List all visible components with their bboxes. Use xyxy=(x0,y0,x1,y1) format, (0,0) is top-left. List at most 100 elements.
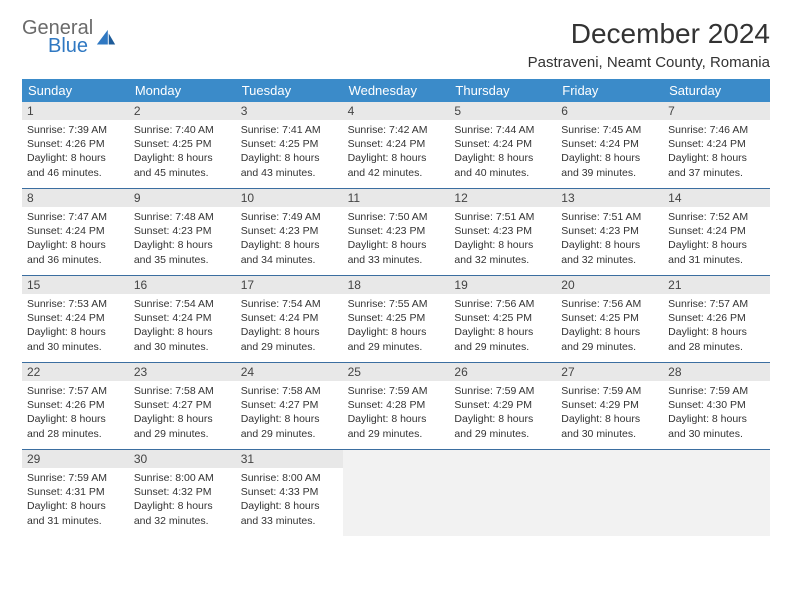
dayhead-thu: Thursday xyxy=(449,79,556,102)
day-info: Sunrise: 7:44 AMSunset: 4:24 PMDaylight:… xyxy=(449,120,556,186)
day-number: 19 xyxy=(449,276,556,294)
brand-line2: Blue xyxy=(22,36,93,56)
day-number: 17 xyxy=(236,276,343,294)
day-info: Sunrise: 7:48 AMSunset: 4:23 PMDaylight:… xyxy=(129,207,236,273)
week-row: 22Sunrise: 7:57 AMSunset: 4:26 PMDayligh… xyxy=(22,363,770,450)
day-number: 1 xyxy=(22,102,129,120)
day-cell: 7Sunrise: 7:46 AMSunset: 4:24 PMDaylight… xyxy=(663,102,770,188)
day-info: Sunrise: 7:58 AMSunset: 4:27 PMDaylight:… xyxy=(129,381,236,447)
day-cell: 24Sunrise: 7:58 AMSunset: 4:27 PMDayligh… xyxy=(236,363,343,449)
day-info: Sunrise: 7:39 AMSunset: 4:26 PMDaylight:… xyxy=(22,120,129,186)
calendar-grid: Sunday Monday Tuesday Wednesday Thursday… xyxy=(22,79,770,536)
weekday-header: Sunday Monday Tuesday Wednesday Thursday… xyxy=(22,79,770,102)
day-cell: 21Sunrise: 7:57 AMSunset: 4:26 PMDayligh… xyxy=(663,276,770,362)
week-row: 8Sunrise: 7:47 AMSunset: 4:24 PMDaylight… xyxy=(22,189,770,276)
day-info: Sunrise: 7:52 AMSunset: 4:24 PMDaylight:… xyxy=(663,207,770,273)
brand-logo: General Blue xyxy=(22,18,117,56)
day-number: 18 xyxy=(343,276,450,294)
day-cell: 26Sunrise: 7:59 AMSunset: 4:29 PMDayligh… xyxy=(449,363,556,449)
day-cell: 2Sunrise: 7:40 AMSunset: 4:25 PMDaylight… xyxy=(129,102,236,188)
day-cell: 9Sunrise: 7:48 AMSunset: 4:23 PMDaylight… xyxy=(129,189,236,275)
location-text: Pastraveni, Neamt County, Romania xyxy=(528,54,770,71)
week-row: 15Sunrise: 7:53 AMSunset: 4:24 PMDayligh… xyxy=(22,276,770,363)
day-number: 11 xyxy=(343,189,450,207)
day-info: Sunrise: 7:56 AMSunset: 4:25 PMDaylight:… xyxy=(449,294,556,360)
dayhead-sat: Saturday xyxy=(663,79,770,102)
day-cell: 8Sunrise: 7:47 AMSunset: 4:24 PMDaylight… xyxy=(22,189,129,275)
empty-fill xyxy=(663,450,770,536)
day-info: Sunrise: 7:49 AMSunset: 4:23 PMDaylight:… xyxy=(236,207,343,273)
day-info: Sunrise: 7:59 AMSunset: 4:30 PMDaylight:… xyxy=(663,381,770,447)
day-number: 26 xyxy=(449,363,556,381)
day-cell: 28Sunrise: 7:59 AMSunset: 4:30 PMDayligh… xyxy=(663,363,770,449)
day-number: 14 xyxy=(663,189,770,207)
dayhead-sun: Sunday xyxy=(22,79,129,102)
day-cell: 20Sunrise: 7:56 AMSunset: 4:25 PMDayligh… xyxy=(556,276,663,362)
day-info: Sunrise: 7:41 AMSunset: 4:25 PMDaylight:… xyxy=(236,120,343,186)
week-row: 1Sunrise: 7:39 AMSunset: 4:26 PMDaylight… xyxy=(22,102,770,189)
day-info: Sunrise: 7:45 AMSunset: 4:24 PMDaylight:… xyxy=(556,120,663,186)
day-cell: 23Sunrise: 7:58 AMSunset: 4:27 PMDayligh… xyxy=(129,363,236,449)
day-number: 10 xyxy=(236,189,343,207)
dayhead-mon: Monday xyxy=(129,79,236,102)
header: General Blue December 2024 Pastraveni, N… xyxy=(22,18,770,71)
day-cell: 14Sunrise: 7:52 AMSunset: 4:24 PMDayligh… xyxy=(663,189,770,275)
empty-fill xyxy=(449,450,556,536)
day-info: Sunrise: 7:57 AMSunset: 4:26 PMDaylight:… xyxy=(663,294,770,360)
day-info: Sunrise: 7:57 AMSunset: 4:26 PMDaylight:… xyxy=(22,381,129,447)
day-number: 29 xyxy=(22,450,129,468)
day-info: Sunrise: 7:54 AMSunset: 4:24 PMDaylight:… xyxy=(129,294,236,360)
day-info: Sunrise: 7:56 AMSunset: 4:25 PMDaylight:… xyxy=(556,294,663,360)
empty-fill xyxy=(556,450,663,536)
day-info: Sunrise: 8:00 AMSunset: 4:32 PMDaylight:… xyxy=(129,468,236,534)
day-number: 16 xyxy=(129,276,236,294)
day-cell: 22Sunrise: 7:57 AMSunset: 4:26 PMDayligh… xyxy=(22,363,129,449)
day-cell: 15Sunrise: 7:53 AMSunset: 4:24 PMDayligh… xyxy=(22,276,129,362)
day-info: Sunrise: 7:59 AMSunset: 4:29 PMDaylight:… xyxy=(449,381,556,447)
brand-text: General Blue xyxy=(22,18,93,56)
day-info: Sunrise: 7:58 AMSunset: 4:27 PMDaylight:… xyxy=(236,381,343,447)
day-number: 6 xyxy=(556,102,663,120)
day-cell: 13Sunrise: 7:51 AMSunset: 4:23 PMDayligh… xyxy=(556,189,663,275)
sail-icon xyxy=(95,28,117,46)
day-cell: 5Sunrise: 7:44 AMSunset: 4:24 PMDaylight… xyxy=(449,102,556,188)
day-number: 3 xyxy=(236,102,343,120)
day-cell: 11Sunrise: 7:50 AMSunset: 4:23 PMDayligh… xyxy=(343,189,450,275)
day-info: Sunrise: 7:59 AMSunset: 4:28 PMDaylight:… xyxy=(343,381,450,447)
day-cell: 27Sunrise: 7:59 AMSunset: 4:29 PMDayligh… xyxy=(556,363,663,449)
day-info: Sunrise: 7:51 AMSunset: 4:23 PMDaylight:… xyxy=(449,207,556,273)
day-info: Sunrise: 7:54 AMSunset: 4:24 PMDaylight:… xyxy=(236,294,343,360)
month-title: December 2024 xyxy=(528,18,770,50)
day-cell: 6Sunrise: 7:45 AMSunset: 4:24 PMDaylight… xyxy=(556,102,663,188)
empty-fill xyxy=(343,450,450,536)
day-info: Sunrise: 7:55 AMSunset: 4:25 PMDaylight:… xyxy=(343,294,450,360)
day-number: 28 xyxy=(663,363,770,381)
day-info: Sunrise: 7:51 AMSunset: 4:23 PMDaylight:… xyxy=(556,207,663,273)
day-number: 21 xyxy=(663,276,770,294)
day-number: 30 xyxy=(129,450,236,468)
day-number: 25 xyxy=(343,363,450,381)
day-number: 5 xyxy=(449,102,556,120)
day-number: 13 xyxy=(556,189,663,207)
title-block: December 2024 Pastraveni, Neamt County, … xyxy=(528,18,770,71)
day-cell: 30Sunrise: 8:00 AMSunset: 4:32 PMDayligh… xyxy=(129,450,236,536)
day-number: 2 xyxy=(129,102,236,120)
day-info: Sunrise: 7:59 AMSunset: 4:31 PMDaylight:… xyxy=(22,468,129,534)
day-cell: 1Sunrise: 7:39 AMSunset: 4:26 PMDaylight… xyxy=(22,102,129,188)
day-info: Sunrise: 7:59 AMSunset: 4:29 PMDaylight:… xyxy=(556,381,663,447)
dayhead-fri: Friday xyxy=(556,79,663,102)
day-cell: 4Sunrise: 7:42 AMSunset: 4:24 PMDaylight… xyxy=(343,102,450,188)
day-number: 7 xyxy=(663,102,770,120)
day-number: 27 xyxy=(556,363,663,381)
empty-cell xyxy=(343,450,450,536)
day-cell: 18Sunrise: 7:55 AMSunset: 4:25 PMDayligh… xyxy=(343,276,450,362)
day-cell: 10Sunrise: 7:49 AMSunset: 4:23 PMDayligh… xyxy=(236,189,343,275)
day-info: Sunrise: 7:47 AMSunset: 4:24 PMDaylight:… xyxy=(22,207,129,273)
empty-cell xyxy=(663,450,770,536)
day-cell: 31Sunrise: 8:00 AMSunset: 4:33 PMDayligh… xyxy=(236,450,343,536)
day-info: Sunrise: 8:00 AMSunset: 4:33 PMDaylight:… xyxy=(236,468,343,534)
day-cell: 29Sunrise: 7:59 AMSunset: 4:31 PMDayligh… xyxy=(22,450,129,536)
day-info: Sunrise: 7:46 AMSunset: 4:24 PMDaylight:… xyxy=(663,120,770,186)
day-number: 4 xyxy=(343,102,450,120)
day-number: 20 xyxy=(556,276,663,294)
